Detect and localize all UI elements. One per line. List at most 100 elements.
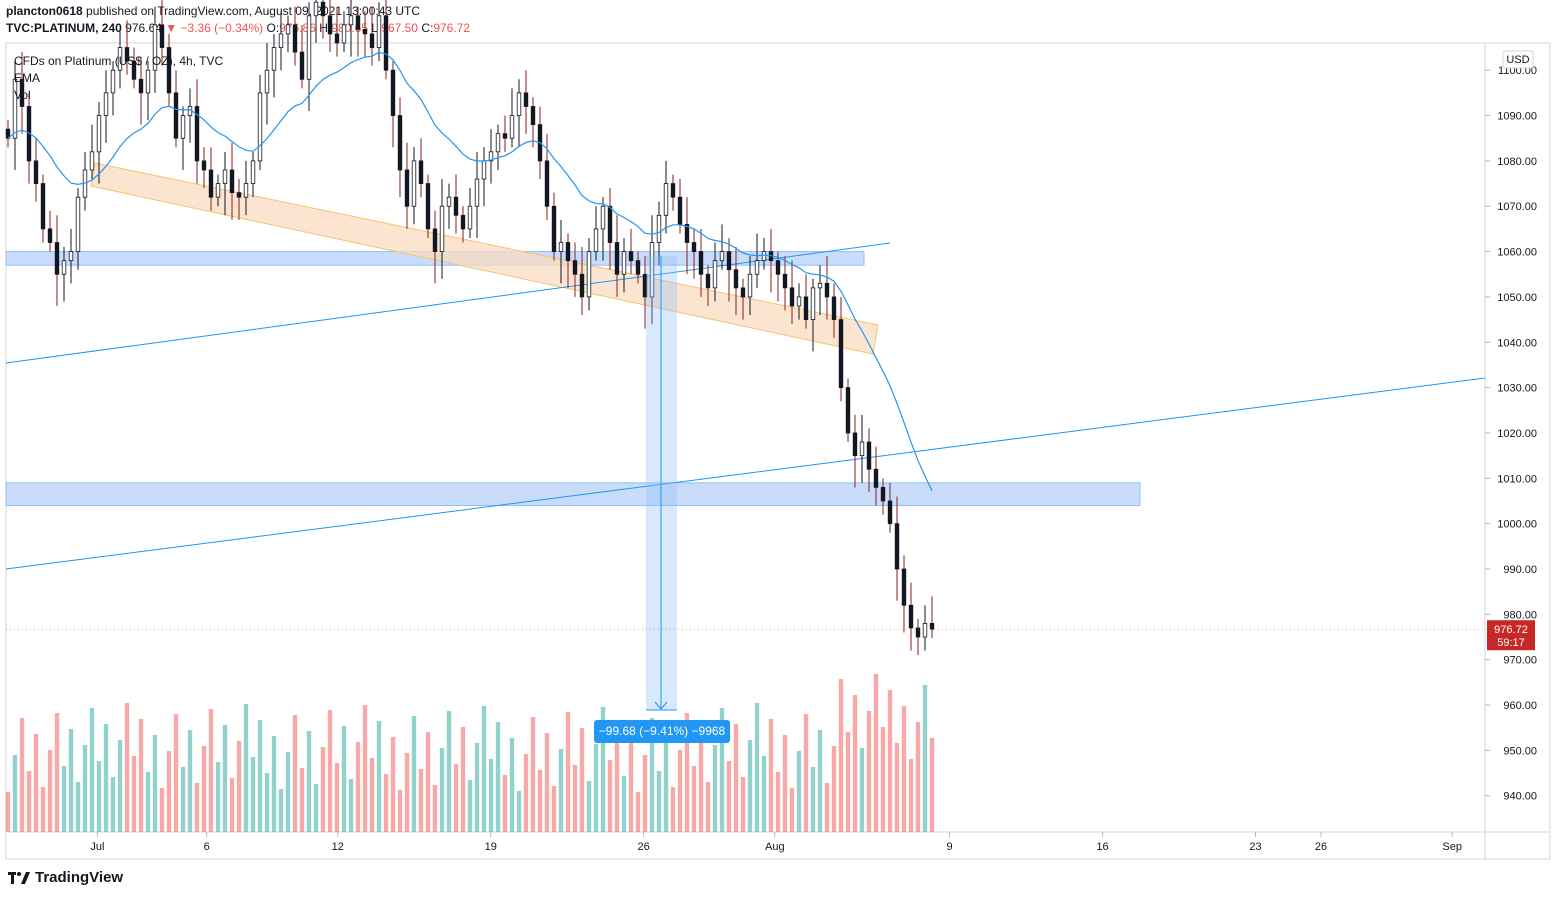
candle-body[interactable] [223,170,227,184]
candle-body[interactable] [517,93,521,116]
candle-body[interactable] [874,469,878,487]
candle-body[interactable] [839,320,843,388]
legend-ema[interactable]: EMA [14,70,223,87]
candle-body[interactable] [293,25,297,52]
candle-body[interactable] [391,70,395,115]
candle-body[interactable] [727,252,731,270]
candle-body[interactable] [265,70,269,93]
candle-body[interactable] [503,134,507,139]
candle-body[interactable] [90,152,94,170]
candle-body[interactable] [552,206,556,251]
candle-body[interactable] [762,252,766,261]
candle-body[interactable] [699,252,703,275]
candle-body[interactable] [622,252,626,275]
candle-body[interactable] [608,206,612,242]
candle-body[interactable] [496,134,500,152]
candle-body[interactable] [888,501,892,524]
candle-body[interactable] [930,623,934,629]
candle-body[interactable] [720,252,724,261]
candle-body[interactable] [419,161,423,184]
candle-body[interactable] [181,116,185,139]
candle-body[interactable] [776,261,780,275]
candle-body[interactable] [321,2,325,16]
candle-body[interactable] [209,170,213,197]
candle-body[interactable] [440,206,444,251]
candle-body[interactable] [909,605,913,628]
candle-body[interactable] [433,229,437,252]
candle-body[interactable] [405,170,409,206]
candle-body[interactable] [41,184,45,229]
candle-body[interactable] [881,487,885,501]
currency-badge[interactable]: USD [1503,51,1533,68]
candle-body[interactable] [216,184,220,198]
candle-body[interactable] [62,261,66,275]
candle-body[interactable] [559,243,563,252]
candle-body[interactable] [860,442,864,456]
candle-body[interactable] [804,297,808,320]
candle-body[interactable] [524,93,528,107]
candle-body[interactable] [475,179,479,206]
candle-body[interactable] [237,193,241,198]
candle-body[interactable] [748,274,752,297]
candle-body[interactable] [783,274,787,288]
candle-body[interactable] [923,623,927,637]
candle-body[interactable] [755,261,759,275]
candle-body[interactable] [160,25,164,48]
candle-body[interactable] [349,16,353,25]
candle-body[interactable] [230,170,234,193]
candle-body[interactable] [601,206,605,229]
candle-body[interactable] [300,52,304,79]
candle-body[interactable] [713,261,717,288]
candle-body[interactable] [797,297,801,306]
candle-body[interactable] [790,288,794,306]
candle-body[interactable] [377,16,381,48]
candle-body[interactable] [818,283,822,288]
price-axis[interactable]: 940.00950.00960.00970.00980.00990.001000… [1485,65,1537,803]
candle-body[interactable] [314,2,318,16]
candle-body[interactable] [629,252,633,261]
candle-body[interactable] [545,161,549,206]
candle-body[interactable] [531,106,535,124]
candle-body[interactable] [363,29,367,34]
candle-body[interactable] [342,25,346,43]
candle-body[interactable] [328,16,332,34]
trend-line-lower[interactable] [6,378,1485,569]
candle-body[interactable] [636,261,640,275]
candle-body[interactable] [664,184,668,216]
candle-body[interactable] [272,48,276,71]
candle-body[interactable] [398,116,402,170]
candle-body[interactable] [832,297,836,320]
candle-body[interactable] [482,161,486,179]
candle-body[interactable] [426,184,430,229]
candle-body[interactable] [615,243,619,275]
candle-body[interactable] [202,161,206,170]
candle-body[interactable] [580,274,584,297]
time-axis[interactable]: Jul 6 12 19 26 Aug 9 16 23 26 Sep [90,832,1462,853]
candle-body[interactable] [867,442,871,469]
candle-body[interactable] [573,261,577,275]
candle-body[interactable] [678,197,682,224]
candle-body[interactable] [706,274,710,288]
legend-vol[interactable]: Vol [14,87,223,104]
candle-body[interactable] [447,197,451,206]
candle-body[interactable] [853,433,857,456]
candle-body[interactable] [69,252,73,261]
candle-body[interactable] [510,116,514,139]
candle-body[interactable] [48,229,52,243]
candle-body[interactable] [825,283,829,297]
candle-body[interactable] [657,215,661,242]
candle-body[interactable] [258,93,262,161]
candle-body[interactable] [307,16,311,79]
candle-body[interactable] [454,197,458,215]
candle-body[interactable] [55,243,59,275]
candle-body[interactable] [741,288,745,297]
support-zone[interactable] [6,483,1140,506]
candle-body[interactable] [587,252,591,297]
candle-body[interactable] [244,184,248,198]
candle-body[interactable] [461,215,465,229]
candle-body[interactable] [895,524,899,569]
candle-body[interactable] [692,243,696,252]
candle-body[interactable] [76,197,80,251]
candle-body[interactable] [370,34,374,48]
